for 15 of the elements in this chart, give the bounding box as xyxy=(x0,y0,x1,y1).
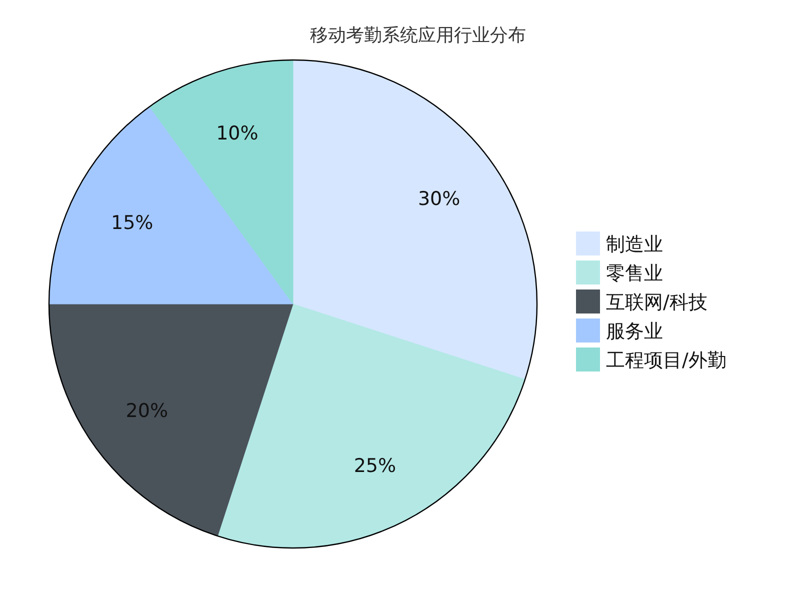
legend-label: 服务业 xyxy=(606,320,663,342)
legend-label: 互联网/科技 xyxy=(606,292,708,314)
pie-slice xyxy=(48,106,294,304)
chart-title: 移动考勤系统应用行业分布 xyxy=(310,25,526,46)
legend-label: 零售业 xyxy=(606,262,663,284)
data-label: 30% xyxy=(418,188,460,210)
data-label: 20% xyxy=(126,400,168,422)
data-label: 25% xyxy=(354,454,396,477)
pie-slice xyxy=(292,60,537,380)
data-label: 10% xyxy=(216,122,258,144)
pie-slice xyxy=(217,304,526,548)
legend-label: 工程项目/外勤 xyxy=(606,350,726,372)
pie-slice xyxy=(48,304,294,536)
data-label: 15% xyxy=(111,212,154,234)
legend-label: 制造业 xyxy=(606,234,663,256)
